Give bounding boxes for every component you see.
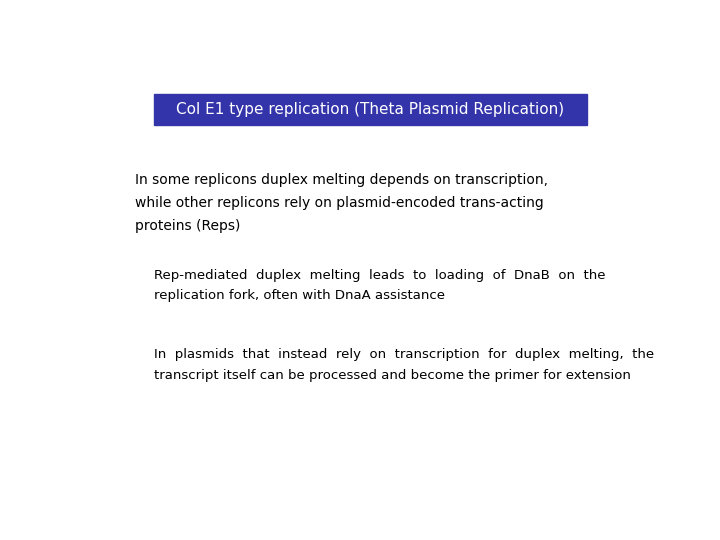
Text: replication fork, often with DnaA assistance: replication fork, often with DnaA assist… (154, 289, 445, 302)
Text: Rep-mediated  duplex  melting  leads  to  loading  of  DnaB  on  the: Rep-mediated duplex melting leads to loa… (154, 268, 606, 281)
Text: Col E1 type replication (Theta Plasmid Replication): Col E1 type replication (Theta Plasmid R… (176, 102, 564, 117)
Text: In some replicons duplex melting depends on transcription,: In some replicons duplex melting depends… (135, 173, 548, 187)
Text: proteins (Reps): proteins (Reps) (135, 219, 240, 233)
Text: transcript itself can be processed and become the primer for extension: transcript itself can be processed and b… (154, 369, 631, 382)
FancyBboxPatch shape (154, 94, 587, 125)
Text: while other replicons rely on plasmid-encoded trans-acting: while other replicons rely on plasmid-en… (135, 196, 544, 210)
Text: In  plasmids  that  instead  rely  on  transcription  for  duplex  melting,  the: In plasmids that instead rely on transcr… (154, 348, 654, 361)
